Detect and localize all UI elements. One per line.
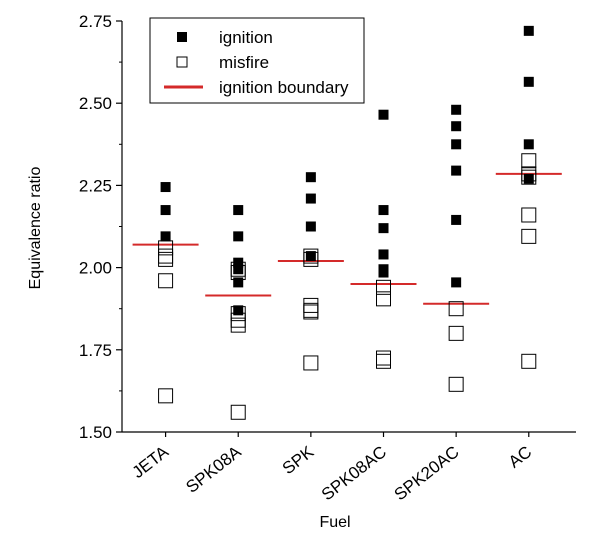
ignition-point — [451, 104, 462, 115]
ignition-point — [233, 205, 244, 216]
ignition-point — [523, 139, 534, 150]
y-tick-label: 2.75 — [79, 12, 112, 31]
misfire-point — [448, 301, 464, 317]
misfire-point — [521, 207, 537, 223]
misfire-point — [521, 353, 537, 369]
ignition-point — [160, 182, 171, 193]
ignition-point — [523, 173, 534, 184]
ignition-point — [305, 193, 316, 204]
y-tick-label: 1.75 — [79, 341, 112, 360]
misfire-point — [376, 350, 392, 366]
ignition-point — [160, 231, 171, 242]
ignition-point — [378, 249, 389, 260]
ignition-point — [451, 277, 462, 288]
x-axis-title: Fuel — [319, 514, 350, 531]
misfire-point — [303, 355, 319, 371]
legend-misfire-label: misfire — [219, 53, 269, 72]
ignition-point — [305, 172, 316, 183]
misfire-point — [158, 388, 174, 404]
ignition-point — [305, 251, 316, 262]
legend-boundary-label: ignition boundary — [219, 78, 349, 97]
misfire-point — [521, 228, 537, 244]
misfire-point — [230, 317, 246, 333]
plot-area — [132, 25, 562, 420]
ignition-point — [233, 277, 244, 288]
misfire-point — [230, 404, 246, 420]
y-tick-label: 1.50 — [79, 423, 112, 442]
y-axis-title: Equivalence ratio — [27, 167, 44, 290]
x-tick-label: AC — [505, 442, 535, 472]
ignition-point — [233, 231, 244, 242]
x-tick-label: SPK08AC — [318, 442, 390, 504]
legend: ignition misfire ignition boundary — [149, 17, 365, 104]
misfire-point — [303, 304, 319, 320]
legend-ignition-marker — [177, 32, 187, 42]
ignition-point — [378, 223, 389, 234]
ignition-point — [305, 221, 316, 232]
y-tick-label: 2.00 — [79, 259, 112, 278]
ignition-point — [451, 165, 462, 176]
y-tick-label: 2.25 — [79, 176, 112, 195]
ignition-point — [233, 305, 244, 316]
ignition-point — [233, 264, 244, 275]
ignition-point — [451, 139, 462, 150]
misfire-point — [521, 153, 537, 169]
misfire-point — [376, 279, 392, 295]
ignition-point — [523, 25, 534, 36]
ignition-point — [378, 267, 389, 278]
x-tick-label: SPK20AC — [391, 442, 463, 504]
misfire-point — [158, 248, 174, 264]
ignition-point — [378, 109, 389, 120]
misfire-point — [448, 376, 464, 392]
ignition-point — [451, 214, 462, 225]
misfire-point — [158, 251, 174, 267]
ignition-point — [378, 205, 389, 216]
misfire-point — [376, 291, 392, 307]
misfire-point — [376, 353, 392, 369]
ignition-point — [233, 257, 244, 268]
x-tick-label: SPK08A — [182, 442, 245, 497]
misfire-point — [448, 325, 464, 341]
y-tick-label: 2.50 — [79, 94, 112, 113]
legend-misfire-marker — [176, 56, 188, 68]
x-tick-label: SPK — [279, 442, 318, 478]
ignition-point — [523, 76, 534, 87]
x-tick-label: JETA — [129, 442, 173, 482]
legend-ignition-label: ignition — [219, 28, 273, 47]
ignition-point — [451, 121, 462, 132]
misfire-point — [158, 273, 174, 289]
misfire-point — [521, 169, 537, 185]
ignition-point — [160, 205, 171, 216]
